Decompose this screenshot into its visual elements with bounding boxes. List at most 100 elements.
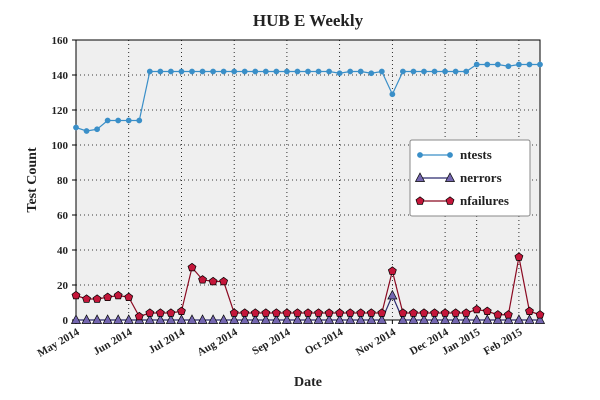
data-point (208, 314, 219, 324)
data-point (419, 308, 429, 317)
data-point (313, 314, 324, 324)
data-point (92, 314, 103, 324)
legend-label: nfailures (460, 193, 509, 208)
data-point (102, 314, 113, 324)
data-point (314, 308, 323, 317)
y-tick-label: 160 (52, 35, 69, 47)
data-point (472, 304, 482, 314)
data-point (146, 68, 153, 75)
data-point (377, 308, 387, 317)
data-point (326, 68, 332, 75)
data-point (210, 68, 216, 75)
data-point (220, 68, 227, 75)
x-tick-label: Nov 2014 (354, 326, 398, 358)
data-point (473, 61, 480, 68)
data-point (294, 68, 301, 75)
data-point (463, 68, 470, 75)
data-point (356, 308, 366, 317)
data-point (505, 63, 512, 70)
data-point (155, 314, 166, 324)
data-point (240, 308, 250, 317)
data-point (482, 314, 493, 324)
data-point (155, 308, 165, 317)
data-point (440, 314, 451, 324)
data-point (281, 314, 292, 324)
data-point (157, 68, 164, 75)
data-point (442, 68, 448, 75)
chart-title: HUB E Weekly (253, 11, 364, 30)
y-tick-label: 40 (57, 245, 69, 257)
data-point (186, 314, 198, 324)
data-point (366, 308, 376, 317)
data-point (484, 61, 491, 68)
data-point (418, 314, 430, 324)
data-point (378, 68, 385, 75)
data-point (357, 68, 364, 75)
legend-marker (415, 196, 425, 205)
data-point (524, 314, 535, 324)
data-point (250, 314, 261, 324)
data-point (250, 308, 260, 317)
y-tick-label: 0 (63, 315, 69, 327)
x-tick-label: Aug 2014 (195, 326, 240, 359)
data-point (366, 314, 377, 324)
data-point (303, 308, 313, 317)
data-point (187, 262, 197, 272)
data-point (535, 310, 545, 319)
x-tick-label: Oct 2014 (303, 326, 346, 358)
y-tick-label: 80 (57, 175, 69, 187)
legend-label: ntests (460, 147, 492, 162)
data-point (315, 68, 322, 75)
data-point (537, 61, 543, 68)
data-point (168, 68, 174, 75)
data-point (516, 61, 522, 68)
data-point (461, 308, 471, 317)
data-point (134, 311, 144, 321)
y-tick-label: 140 (52, 70, 69, 82)
data-point (113, 314, 124, 324)
data-point (514, 252, 524, 261)
data-point (431, 68, 438, 75)
data-point (408, 314, 419, 324)
legend-marker (447, 152, 453, 158)
data-point (73, 124, 79, 131)
data-point (503, 314, 514, 324)
data-point (410, 68, 417, 75)
data-point (113, 290, 123, 300)
data-point (229, 308, 239, 317)
data-point (115, 117, 122, 124)
data-point (345, 314, 356, 324)
data-point (450, 314, 461, 324)
data-point (302, 314, 314, 324)
data-point (262, 68, 269, 75)
data-point (513, 314, 524, 324)
data-point (534, 314, 546, 324)
data-point (199, 68, 206, 75)
data-point (241, 68, 248, 75)
data-point (136, 117, 143, 124)
data-point (400, 68, 406, 75)
data-point (260, 314, 271, 324)
y-tick-label: 100 (52, 140, 69, 152)
data-point (345, 308, 355, 317)
data-point (461, 314, 472, 324)
data-point (368, 70, 375, 77)
data-point (324, 314, 335, 324)
data-point (398, 308, 408, 317)
data-point (198, 275, 207, 284)
data-point (124, 292, 134, 301)
data-point (218, 314, 229, 324)
data-point (189, 68, 195, 75)
data-point (347, 68, 354, 75)
data-point (145, 308, 155, 317)
data-point (429, 314, 440, 324)
y-tick-label: 60 (57, 210, 69, 222)
data-point (144, 314, 155, 324)
data-point (492, 314, 503, 324)
data-point (440, 308, 450, 317)
data-point (71, 290, 81, 300)
data-point (336, 70, 343, 77)
data-point (123, 314, 134, 324)
data-point (178, 68, 185, 75)
